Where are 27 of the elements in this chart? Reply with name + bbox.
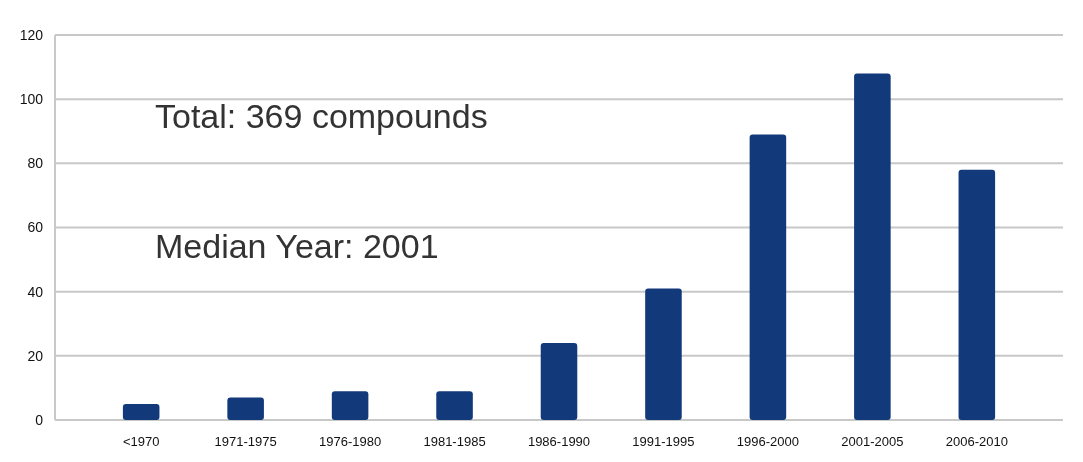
x-tick-label: 2006-2010 xyxy=(945,434,1008,449)
y-tick-label: 40 xyxy=(27,283,44,300)
y-tick-label: 100 xyxy=(19,91,44,108)
x-tick-label: 2001-2005 xyxy=(841,434,904,449)
x-tick-label: 1976-1980 xyxy=(319,434,382,449)
y-tick-label: 120 xyxy=(19,26,44,43)
x-tick-label: 1986-1990 xyxy=(527,434,591,449)
y-tick-label: 60 xyxy=(27,219,44,236)
bar xyxy=(749,134,787,420)
y-tick-label: 0 xyxy=(35,411,44,428)
annotation: Total: 369 compounds xyxy=(155,97,488,135)
x-tick-label: 1991-1995 xyxy=(632,434,695,449)
x-tick-label: 1971-1975 xyxy=(214,434,277,449)
x-tick-label: <1970 xyxy=(122,434,160,449)
bar xyxy=(227,397,264,420)
bar xyxy=(436,391,473,420)
bar xyxy=(540,343,578,420)
x-tick-label: 1981-1985 xyxy=(423,434,486,449)
bar xyxy=(331,391,369,420)
y-tick-label: 20 xyxy=(27,347,44,364)
y-tick-label: 80 xyxy=(27,155,44,172)
bar xyxy=(958,169,996,420)
x-tick-label: 1996-2000 xyxy=(736,434,799,449)
annotation: Median Year: 2001 xyxy=(155,227,439,265)
bar xyxy=(122,403,160,420)
bar xyxy=(854,73,891,420)
bar xyxy=(645,288,682,420)
